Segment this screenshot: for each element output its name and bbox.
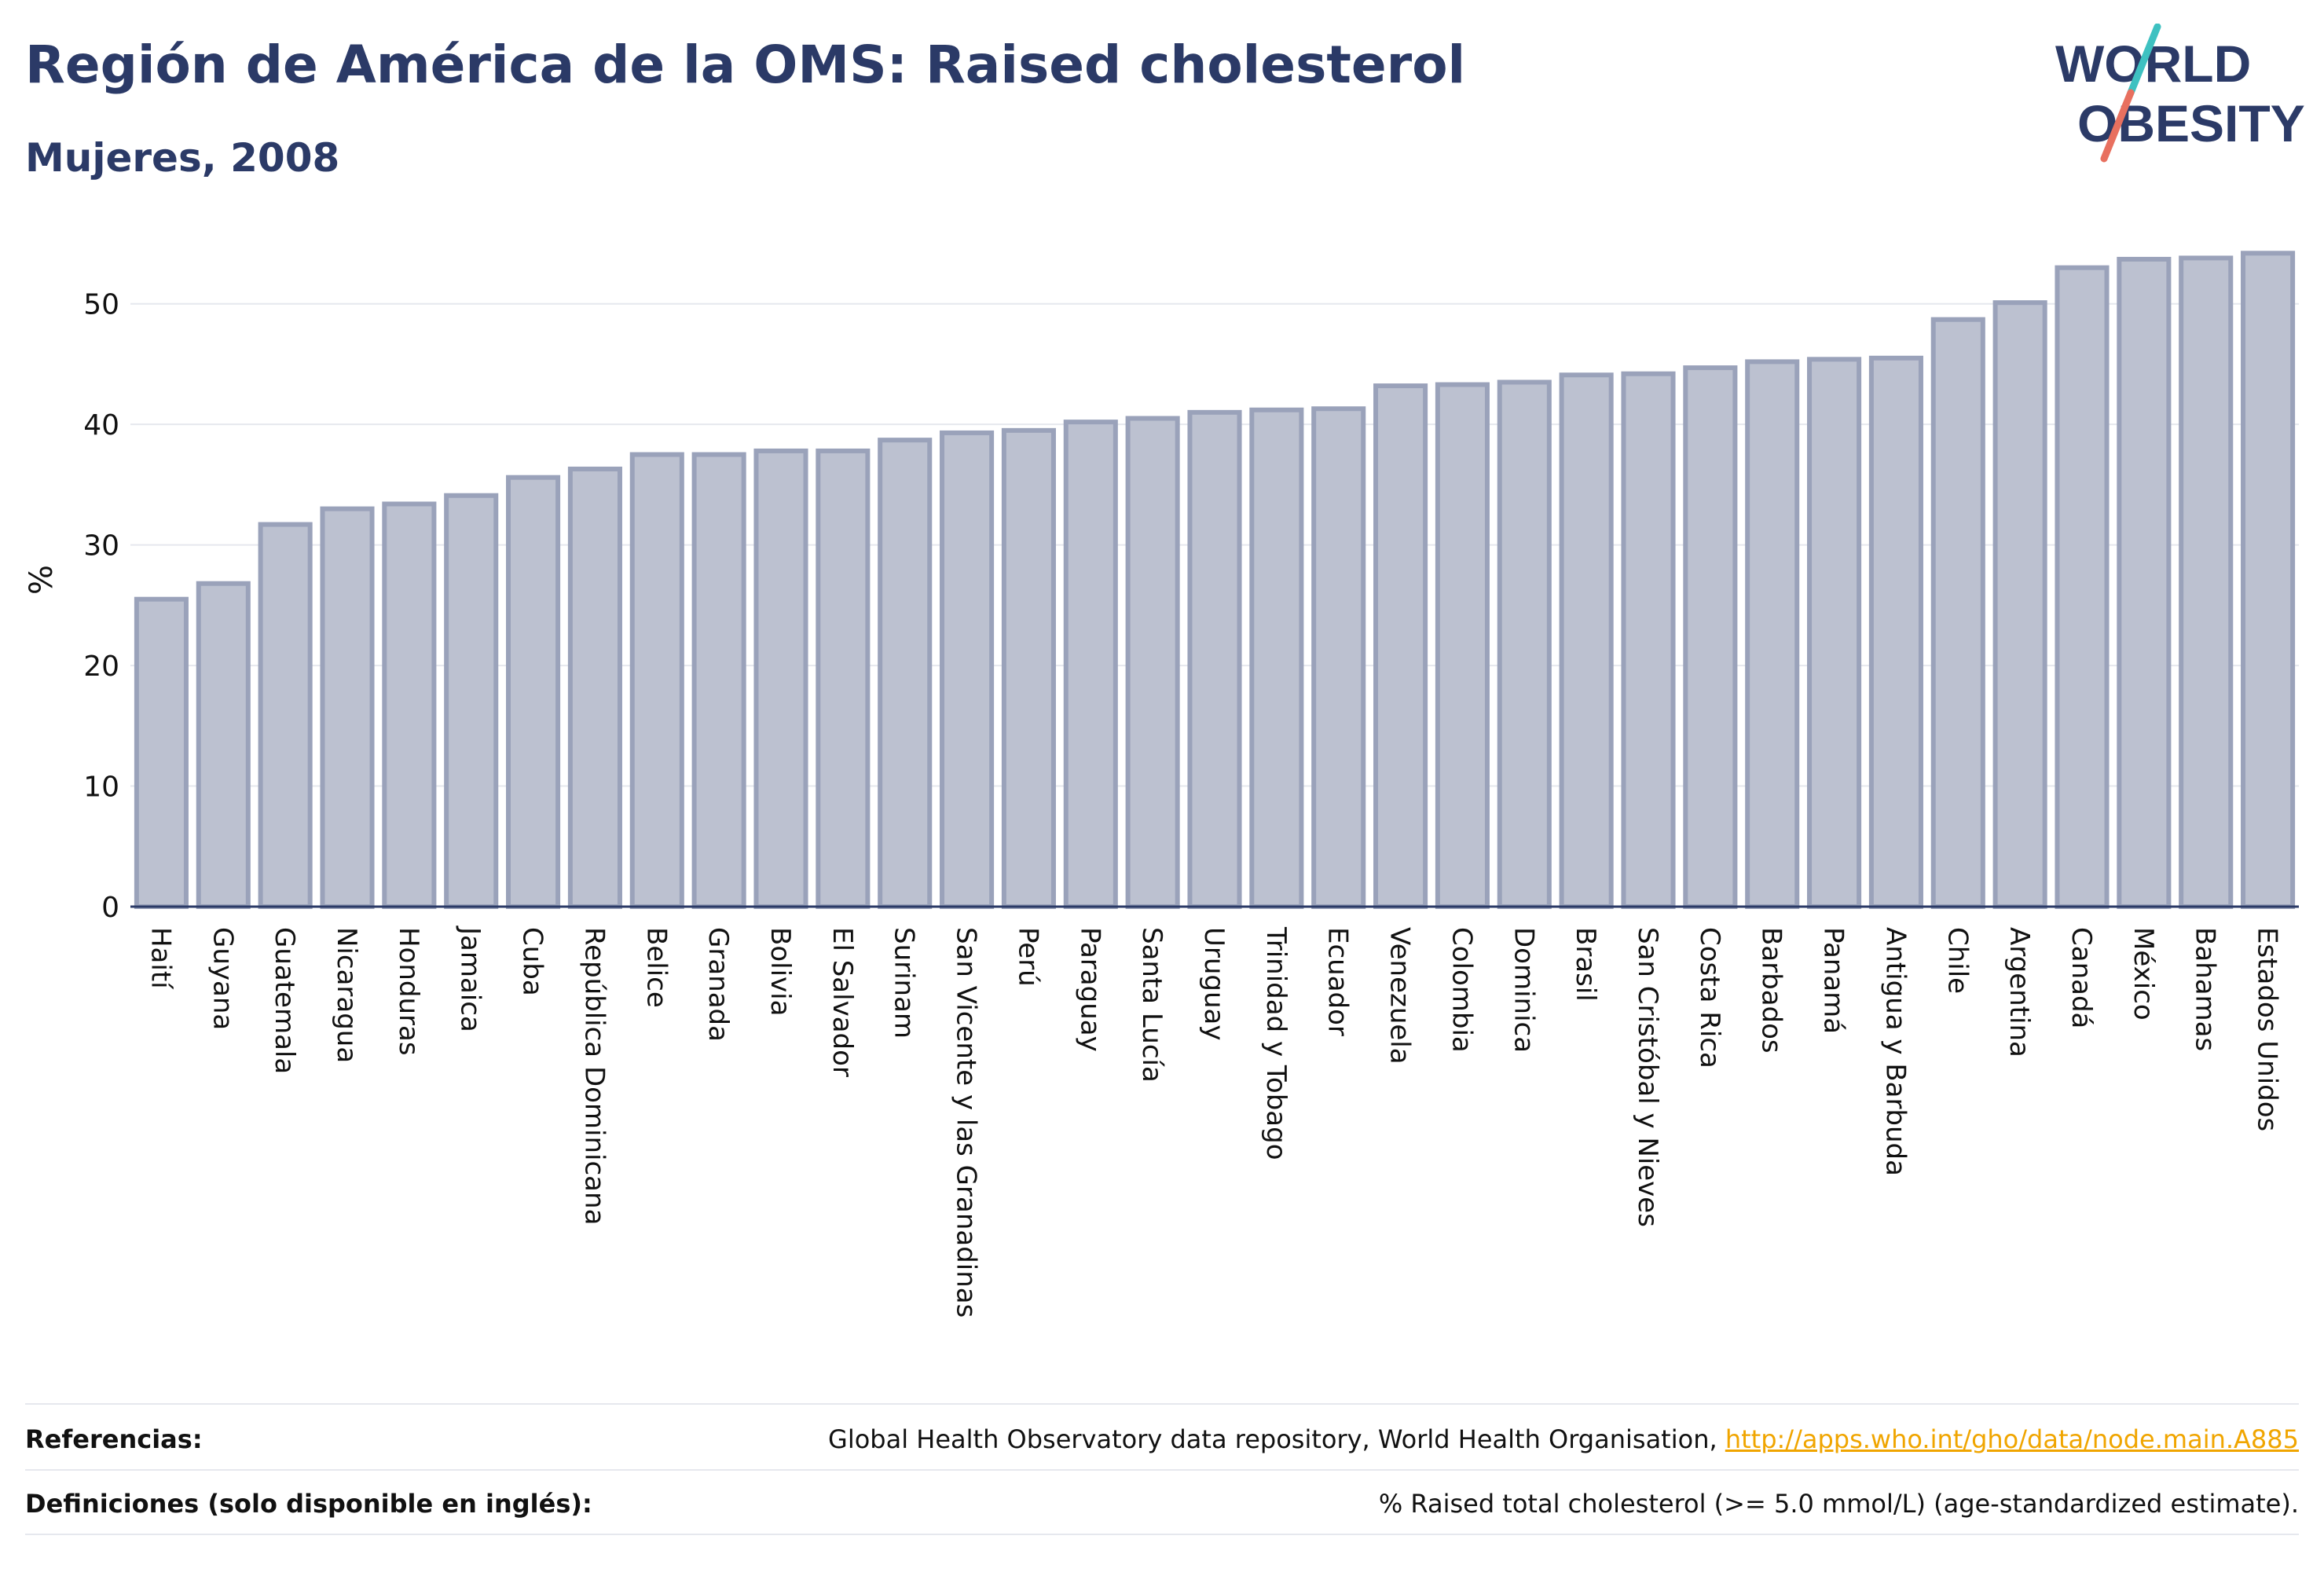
bar: [940, 430, 995, 909]
bar: [1930, 317, 1985, 909]
x-tick-labels: Haití Guyana Guatemala Nicaragua Honduras Jam…: [145, 925, 2282, 1318]
x-tick-label: Panamá: [1818, 927, 1849, 1034]
x-tick-label: El Salvador: [827, 927, 858, 1077]
y-tick-label: 50: [83, 289, 119, 321]
x-tick-label: Antigua y Barbuda: [1879, 927, 1911, 1176]
x-tick-label: Granada: [702, 927, 734, 1042]
x-tick-label: Trinidad y Tobago: [1260, 926, 1292, 1160]
bar: [878, 438, 933, 909]
y-tick-label: 40: [83, 409, 119, 442]
bar: [196, 581, 251, 909]
x-tick-label: Chile: [1941, 927, 1973, 994]
definitions-value: % Raised total cholesterol (>= 5.0 mmol/…: [1378, 1489, 2299, 1519]
bar: [134, 596, 189, 909]
references-link[interactable]: http://apps.who.int/gho/data/node.main.A…: [1725, 1424, 2299, 1454]
bar: [753, 448, 808, 909]
bar: [1001, 427, 1056, 909]
footer-rule-top: [25, 1403, 2299, 1405]
definitions-label: Definiciones (solo disponible en inglés)…: [25, 1489, 592, 1519]
y-axis-label: %: [24, 565, 60, 595]
chart-title: Región de América de la OMS: Raised chol…: [25, 35, 1466, 95]
bar: [1992, 300, 2047, 909]
bar: [1621, 371, 1676, 909]
x-tick-label: República Dominicana: [578, 927, 610, 1225]
bar: [2241, 251, 2296, 909]
bar: [506, 475, 561, 909]
x-tick-label: Colombia: [1446, 927, 1477, 1053]
bar: [320, 506, 375, 909]
bar: [816, 448, 871, 909]
logo-slash-coral: [2100, 89, 2135, 163]
x-tick-label: Jamaica: [455, 925, 486, 1032]
bars: [134, 251, 2296, 910]
world-obesity-logo: WORLD OBESITY: [2055, 24, 2305, 163]
x-tick-label: San Cristóbal y Nieves: [1632, 927, 1663, 1227]
bar: [691, 452, 746, 909]
bar: [1683, 365, 1738, 910]
x-tick-label: Barbados: [1756, 927, 1787, 1054]
x-tick-label: México: [2128, 927, 2159, 1021]
references-label: Referencias:: [25, 1424, 203, 1454]
x-tick-label: Santa Lucía: [1136, 927, 1167, 1083]
x-tick-label: Honduras: [393, 927, 424, 1056]
x-tick-label: Paraguay: [1074, 927, 1105, 1052]
bar: [1063, 420, 1118, 909]
y-tick-label: 20: [83, 651, 119, 683]
x-tick-label: Uruguay: [1198, 927, 1230, 1041]
x-tick-label: Surinam: [889, 927, 920, 1039]
x-tick-label: Guyana: [207, 927, 238, 1030]
x-tick-label: Belice: [640, 927, 672, 1008]
references-text: Global Health Observatory data repositor…: [828, 1424, 1725, 1454]
bar: [444, 493, 499, 909]
bar: [1868, 355, 1923, 910]
bar: [1559, 372, 1614, 909]
bar: [1125, 416, 1180, 909]
bar: [382, 501, 437, 909]
footer-rule-middle: [25, 1469, 2299, 1471]
bar-chart: 0 10 20 30 40 50 Haití Guyana Guatemala Nicaragu…: [24, 251, 2299, 1318]
x-tick-label: Costa Rica: [1694, 927, 1725, 1068]
bar: [2179, 255, 2234, 909]
x-tick-label: Canadá: [2066, 927, 2097, 1028]
x-tick-label: Bolivia: [764, 927, 796, 1016]
x-tick-label: Estados Unidos: [2252, 927, 2283, 1131]
y-tick-label: 30: [83, 530, 119, 563]
x-tick-label: San Vicente y las Granadinas: [951, 927, 982, 1318]
y-tick-labels: 0 10 20 30 40 50: [83, 289, 119, 924]
bar: [258, 522, 313, 909]
x-tick-label: Venezuela: [1384, 927, 1416, 1065]
bar: [1187, 409, 1242, 909]
bar: [1373, 383, 1428, 909]
definitions-row: Definiciones (solo disponible en inglés)…: [25, 1472, 2299, 1535]
footer-rule-bottom: [25, 1534, 2299, 1535]
bar: [1807, 357, 1862, 910]
y-tick-label: 10: [83, 772, 119, 804]
logo-slash-teal: [2127, 24, 2161, 97]
bar: [1745, 359, 1800, 910]
x-tick-label: Dominica: [1508, 927, 1539, 1053]
chart-subtitle: Mujeres, 2008: [25, 135, 340, 181]
references-row: Referencias: Global Health Observatory d…: [25, 1408, 2299, 1471]
bar: [1497, 379, 1552, 909]
bar: [2117, 256, 2172, 909]
bar: [629, 452, 684, 909]
x-tick-label: Guatemala: [269, 927, 300, 1074]
y-tick-label: 0: [101, 892, 119, 924]
x-tick-label: Cuba: [517, 927, 548, 996]
references-value: Global Health Observatory data repositor…: [828, 1424, 2299, 1454]
x-tick-label: Argentina: [2003, 927, 2035, 1057]
x-tick-label: Perú: [1012, 927, 1043, 987]
x-tick-label: Nicaragua: [331, 927, 362, 1063]
x-tick-label: Brasil: [1570, 927, 1601, 1002]
bar: [1311, 406, 1366, 909]
bar: [1435, 382, 1490, 909]
bar: [2055, 265, 2110, 909]
x-tick-label: Ecuador: [1322, 927, 1354, 1036]
x-tick-label: Bahamas: [2190, 927, 2221, 1051]
bar: [1249, 407, 1304, 909]
bar: [567, 466, 622, 909]
x-tick-label: Haití: [145, 927, 176, 990]
